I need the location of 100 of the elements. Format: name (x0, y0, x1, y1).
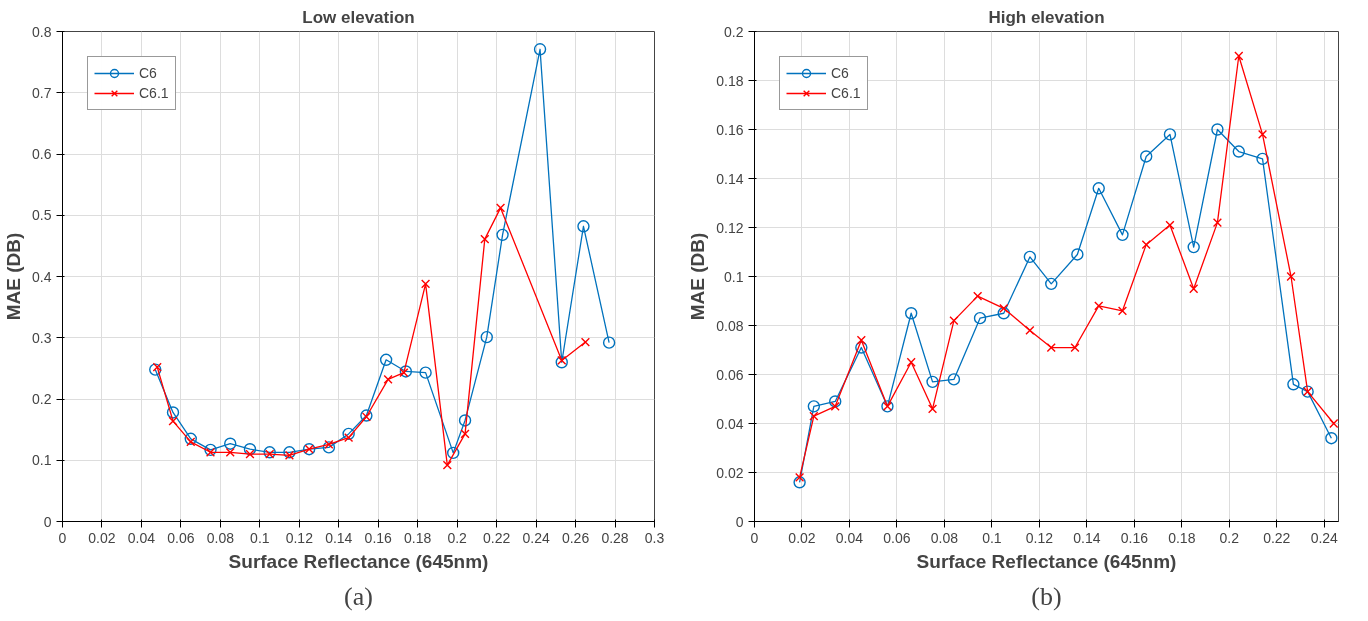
point (533, 43, 547, 56)
point (855, 341, 868, 354)
point (1287, 378, 1300, 391)
point (1232, 145, 1245, 158)
x-tick-label: 0.18 (404, 529, 432, 546)
text: (a) (344, 581, 373, 611)
point (1189, 284, 1199, 294)
point (399, 365, 413, 378)
point (1070, 342, 1080, 353)
point (793, 476, 806, 489)
y-tick-label: 0.06 (716, 366, 744, 383)
point (809, 411, 819, 421)
point (1046, 342, 1056, 353)
x-tick-label: 0 (58, 529, 67, 546)
y-tick-label: 0.5 (32, 207, 52, 224)
text: (b) (1031, 581, 1062, 611)
y-tick-label: 0.4 (32, 268, 52, 285)
x-tick-label: 0.22 (1263, 529, 1291, 546)
point (447, 446, 460, 460)
point (577, 220, 590, 233)
point (830, 401, 840, 411)
point (1234, 51, 1244, 61)
point (166, 406, 180, 419)
point (906, 357, 916, 367)
y-tick-label: 0.04 (716, 415, 744, 432)
point (1325, 432, 1338, 445)
x-axis-title: Surface Reflectance (645nm) (228, 550, 489, 572)
x-tick-label: 0.16 (364, 529, 393, 546)
point (243, 443, 257, 456)
legend-label: C6 (139, 65, 158, 81)
point (1286, 271, 1296, 282)
y-tick-label: 0.2 (724, 23, 744, 40)
point (419, 366, 432, 379)
y-tick-label: 0.1 (32, 452, 52, 469)
point (1163, 128, 1177, 141)
x-tick-label: 0.1 (250, 529, 270, 546)
chart-title: Low elevation (302, 7, 415, 27)
x-tick-label: 0.18 (1168, 529, 1196, 546)
legend-label: C6.1 (139, 85, 169, 101)
point (1092, 182, 1105, 195)
x-tick-label: 0.14 (1073, 529, 1101, 546)
point (829, 395, 842, 408)
x-tick-label: 0.06 (167, 529, 195, 546)
y-tick-label: 0.08 (716, 317, 744, 334)
y-axis-title: MAE (DB) (687, 232, 709, 321)
y-tick-label: 0.18 (716, 72, 744, 89)
point (460, 429, 470, 439)
point (1165, 220, 1175, 230)
point (245, 449, 255, 459)
point (580, 337, 591, 347)
point (602, 336, 616, 349)
legend-label: C6 (831, 65, 850, 81)
point (480, 234, 490, 244)
chart-title: High elevation (988, 7, 1105, 27)
point (1116, 228, 1129, 242)
point (225, 447, 235, 457)
point (1329, 418, 1339, 429)
point (322, 441, 336, 454)
y-tick-label: 0.6 (32, 146, 52, 162)
x-tick-label: 0.08 (206, 529, 235, 546)
point (1212, 218, 1223, 228)
x-tick-label: 0.04 (127, 529, 156, 546)
point (149, 363, 162, 376)
x-tick-label: 0.26 (561, 529, 590, 546)
point (1256, 152, 1269, 166)
point (999, 303, 1009, 313)
x-tick-label: 0.16 (1120, 529, 1149, 546)
x-tick-label: 0.2 (1219, 529, 1240, 546)
point (1023, 250, 1037, 264)
point (324, 439, 334, 449)
point (379, 353, 393, 366)
point (224, 437, 237, 450)
point (1211, 123, 1224, 136)
y-tick-label: 0.2 (32, 391, 52, 407)
point (442, 460, 452, 470)
point (795, 472, 805, 482)
point (1094, 301, 1104, 311)
point (168, 416, 178, 426)
point (1117, 306, 1128, 316)
point (496, 228, 509, 242)
point (1187, 240, 1200, 254)
point (186, 437, 196, 447)
x-tick-label: 0 (750, 529, 759, 546)
point (807, 400, 821, 413)
point (399, 368, 409, 378)
y-tick-label: 0.02 (716, 464, 744, 481)
x-tick-label: 0.28 (601, 529, 629, 546)
y-tick-label: 0.14 (716, 170, 744, 187)
point (344, 433, 354, 443)
point (1141, 240, 1151, 250)
point (421, 279, 431, 289)
point (973, 311, 987, 325)
y-tick-label: 0.3 (32, 329, 52, 346)
point (1257, 129, 1268, 139)
point (927, 404, 938, 414)
point (1045, 277, 1058, 291)
point (973, 291, 983, 301)
x-tick-label: 0.08 (930, 529, 959, 546)
x-tick-label: 0.3 (644, 529, 665, 546)
x-tick-label: 0.04 (835, 529, 864, 546)
